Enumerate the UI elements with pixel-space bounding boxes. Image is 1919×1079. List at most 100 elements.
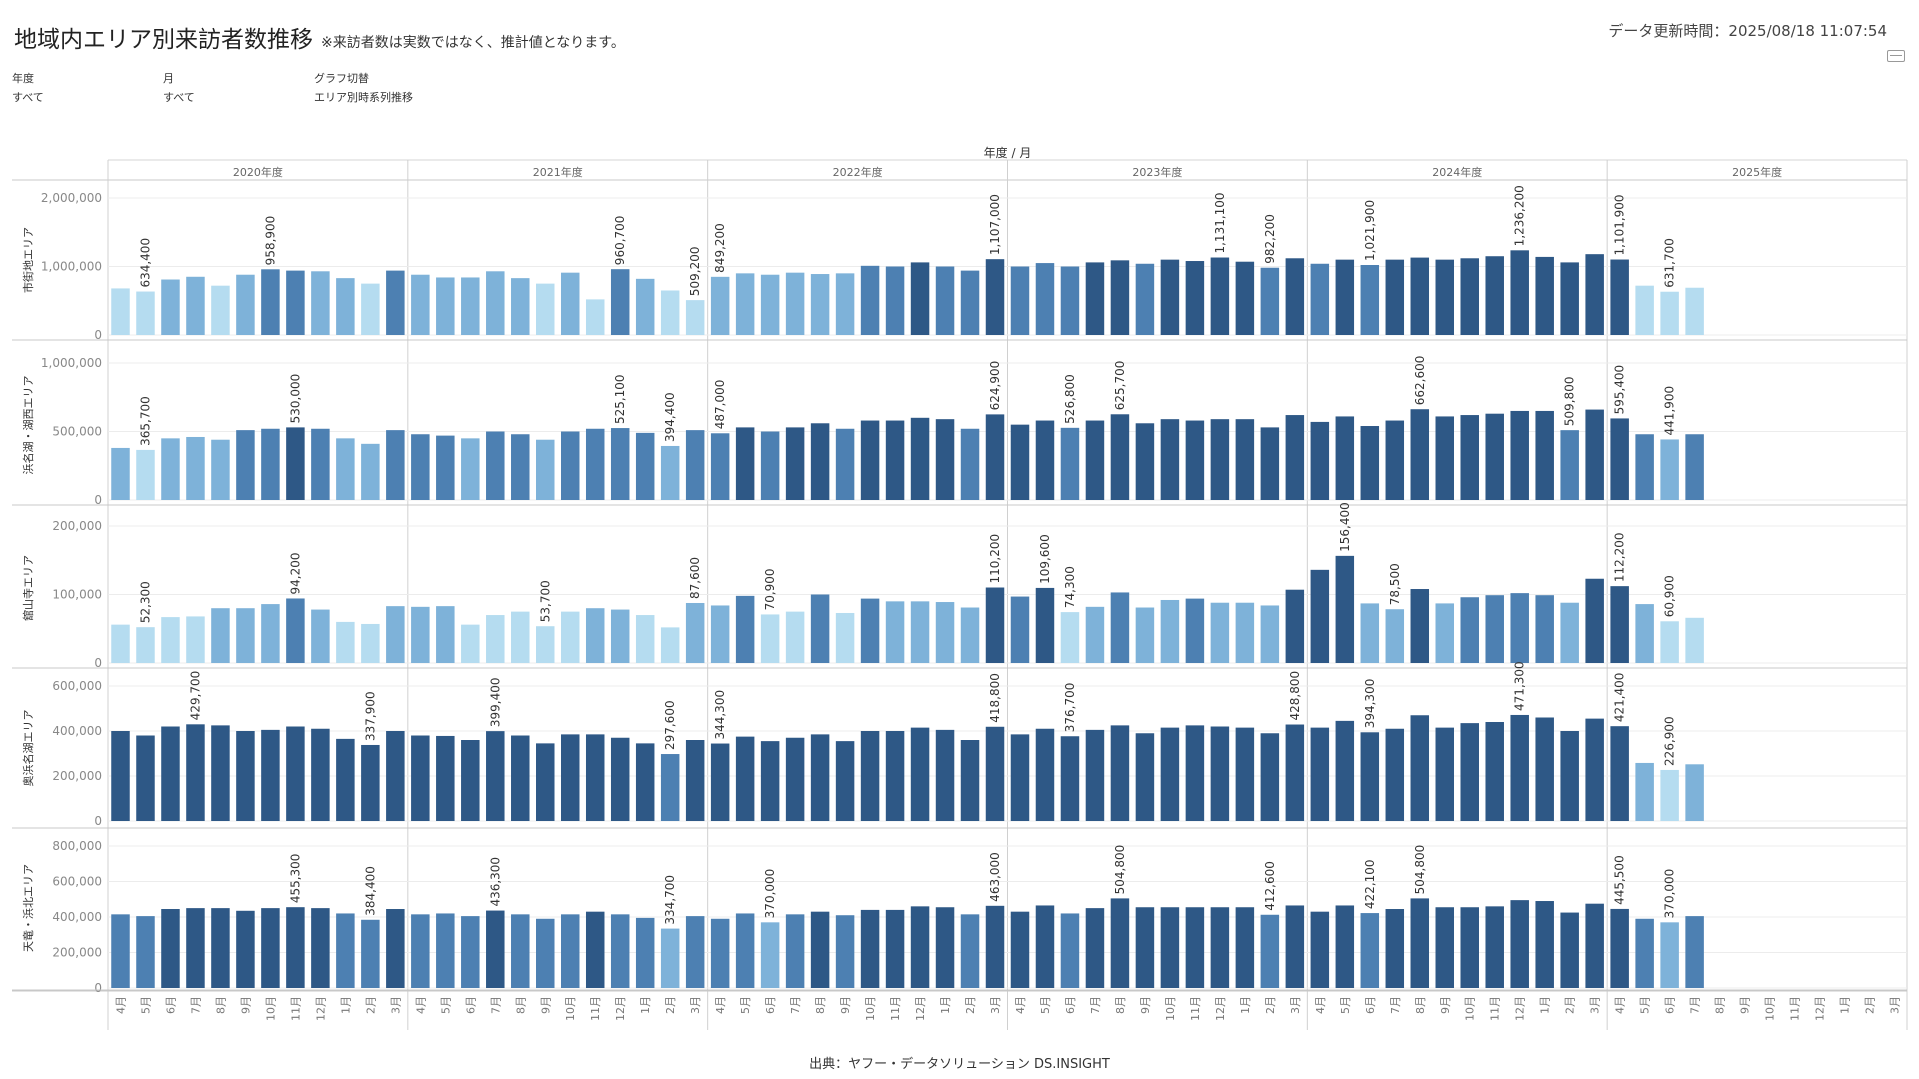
bar bbox=[985, 726, 1005, 821]
bar bbox=[1135, 907, 1155, 988]
bar bbox=[1435, 907, 1455, 988]
bar bbox=[1485, 595, 1504, 663]
bar bbox=[760, 431, 780, 500]
bar bbox=[386, 270, 405, 335]
bar bbox=[1685, 434, 1704, 500]
bar bbox=[486, 431, 505, 500]
y-tick-label: 0 bbox=[94, 328, 102, 342]
month-tick-label: 3月 bbox=[1889, 996, 1902, 1014]
bar bbox=[486, 731, 505, 821]
data-label: 530,000 bbox=[288, 374, 302, 424]
month-tick-label: 12月 bbox=[914, 996, 927, 1021]
filter-month[interactable]: 月 すべて bbox=[163, 70, 195, 105]
filter-year[interactable]: 年度 すべて bbox=[12, 70, 44, 105]
bar bbox=[1360, 913, 1380, 988]
bar bbox=[486, 271, 505, 335]
bar bbox=[1035, 905, 1055, 988]
bar bbox=[1435, 259, 1455, 335]
filter-graph-switch[interactable]: グラフ切替 エリア別時系列推移 bbox=[314, 70, 413, 105]
bar bbox=[960, 914, 980, 988]
data-label: 1,131,100 bbox=[1213, 192, 1227, 253]
month-tick-label: 10月 bbox=[264, 996, 277, 1021]
bar bbox=[1685, 916, 1704, 988]
data-label: 74,300 bbox=[1063, 566, 1077, 608]
bar bbox=[136, 735, 155, 821]
bar bbox=[436, 606, 455, 663]
month-tick-label: 6月 bbox=[1064, 996, 1077, 1014]
bar bbox=[1610, 586, 1629, 663]
bar bbox=[1010, 734, 1030, 821]
bar bbox=[810, 274, 830, 335]
data-label: 595,400 bbox=[1613, 365, 1627, 415]
bar bbox=[1535, 901, 1554, 988]
month-tick-label: 12月 bbox=[614, 996, 627, 1021]
bar bbox=[1060, 427, 1080, 500]
data-label: 662,600 bbox=[1413, 356, 1427, 406]
bar bbox=[1435, 727, 1455, 821]
bar bbox=[461, 740, 480, 821]
month-tick-label: 6月 bbox=[164, 996, 177, 1014]
bar bbox=[1510, 593, 1529, 663]
month-tick-label: 2月 bbox=[1264, 996, 1277, 1014]
month-tick-label: 10月 bbox=[1764, 996, 1777, 1021]
bar bbox=[211, 908, 230, 988]
menu-icon[interactable] bbox=[1887, 50, 1905, 62]
bar bbox=[585, 428, 605, 500]
bar bbox=[286, 726, 305, 821]
bar bbox=[660, 290, 680, 335]
filter-year-label: 年度 bbox=[12, 72, 34, 85]
filter-year-value[interactable]: すべて bbox=[12, 91, 44, 104]
bar bbox=[1485, 722, 1504, 821]
data-label: 422,100 bbox=[1363, 859, 1377, 909]
data-label: 509,800 bbox=[1563, 377, 1577, 427]
bar bbox=[536, 626, 555, 663]
bar bbox=[361, 623, 380, 663]
bar bbox=[885, 909, 905, 988]
month-tick-label: 4月 bbox=[1614, 996, 1627, 1014]
y-tick-label: 200,000 bbox=[52, 946, 102, 960]
bar bbox=[186, 724, 205, 821]
month-tick-label: 12月 bbox=[1214, 996, 1227, 1021]
month-tick-label: 6月 bbox=[764, 996, 777, 1014]
bar bbox=[1610, 908, 1629, 988]
bar bbox=[1535, 717, 1554, 821]
data-label: 471,300 bbox=[1513, 661, 1527, 711]
bar bbox=[1335, 259, 1355, 335]
filter-month-value[interactable]: すべて bbox=[163, 91, 195, 104]
bar bbox=[1460, 723, 1479, 821]
bar bbox=[261, 269, 280, 335]
bar bbox=[910, 262, 930, 335]
bar bbox=[211, 608, 230, 663]
bar bbox=[411, 274, 430, 335]
bar bbox=[735, 427, 755, 500]
bar bbox=[1385, 420, 1405, 500]
bar bbox=[1635, 604, 1654, 663]
bar bbox=[186, 616, 205, 663]
bar bbox=[1060, 913, 1080, 988]
bar bbox=[136, 449, 155, 500]
data-label: 624,900 bbox=[988, 361, 1002, 411]
data-label: 958,900 bbox=[263, 216, 277, 266]
bar bbox=[1410, 898, 1430, 988]
month-tick-label: 9月 bbox=[1739, 996, 1752, 1014]
bar bbox=[985, 414, 1005, 500]
data-label: 634,400 bbox=[138, 238, 152, 288]
bar bbox=[1260, 914, 1280, 988]
bar bbox=[1010, 424, 1030, 500]
month-tick-label: 3月 bbox=[1289, 996, 1302, 1014]
bar bbox=[336, 738, 355, 821]
bar bbox=[511, 611, 530, 663]
bar bbox=[411, 735, 430, 821]
month-tick-label: 5月 bbox=[1339, 996, 1352, 1014]
row-label: 天竜・浜北エリア bbox=[21, 864, 35, 952]
bar bbox=[585, 734, 605, 821]
month-tick-label: 9月 bbox=[239, 996, 252, 1014]
bar bbox=[1560, 731, 1579, 821]
bar bbox=[111, 624, 130, 663]
filter-graph-switch-value[interactable]: エリア別時系列推移 bbox=[314, 91, 413, 104]
month-tick-label: 10月 bbox=[1464, 996, 1477, 1021]
bar bbox=[710, 743, 730, 821]
month-tick-label: 9月 bbox=[539, 996, 552, 1014]
bar bbox=[1560, 262, 1579, 335]
